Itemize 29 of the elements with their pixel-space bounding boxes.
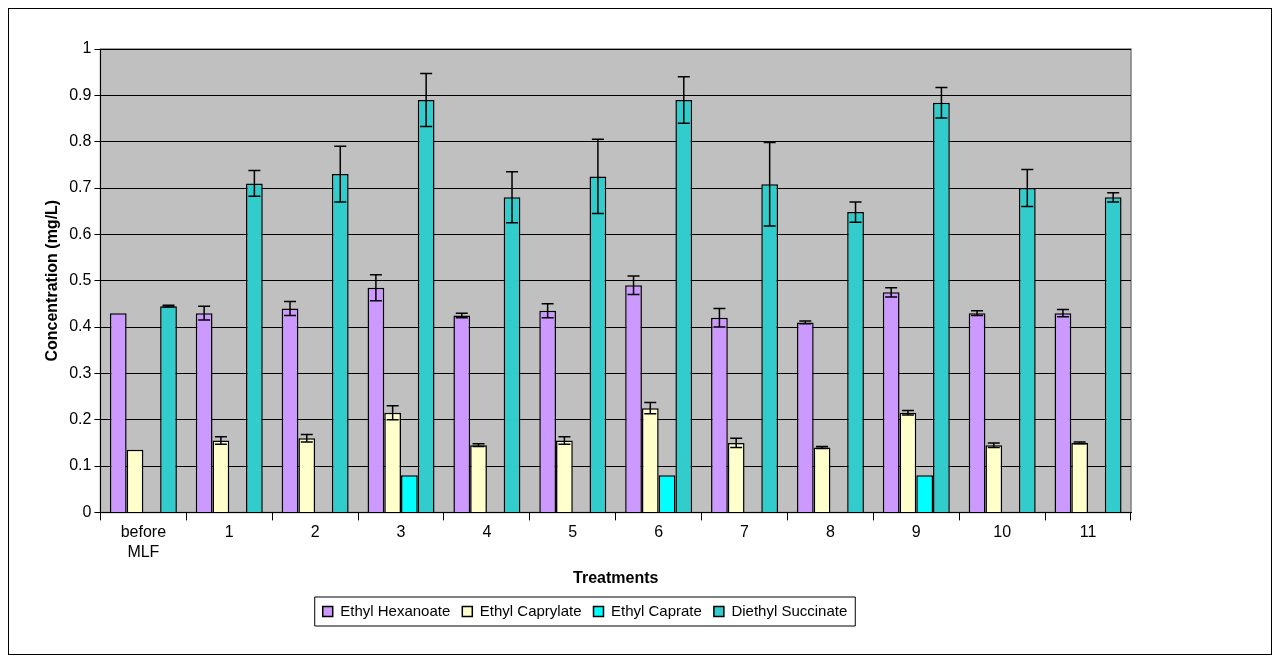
x-tick-label: 10 xyxy=(993,523,1012,541)
legend-label: Ethyl Hexanoate xyxy=(340,601,451,619)
x-tick-label: 2 xyxy=(310,523,320,541)
y-axis-title: Concentration (mg/L) xyxy=(43,199,61,362)
y-tick-label: 0.7 xyxy=(69,178,92,196)
y-tick-label: 0.6 xyxy=(69,224,92,242)
legend-label: Ethyl Caprate xyxy=(611,601,702,619)
x-tick-label: 3 xyxy=(396,523,406,541)
y-tick-label: 0.2 xyxy=(69,410,92,428)
x-tick-label: 6 xyxy=(654,523,664,541)
x-axis-title: Treatments xyxy=(573,568,659,586)
legend-label: Diethyl Succinate xyxy=(731,601,848,619)
y-tick-label: 0.1 xyxy=(69,456,92,474)
x-tick-label: 11 xyxy=(1079,523,1097,541)
x-tick-label: 7 xyxy=(740,523,750,541)
x-tick-label: 8 xyxy=(825,523,835,541)
x-tick-label: 5 xyxy=(568,523,578,541)
y-tick-label: 0.4 xyxy=(69,317,92,335)
x-tick-label: 1 xyxy=(224,523,234,541)
x-tick-label: before MLF xyxy=(120,523,167,560)
y-tick-label: 0.9 xyxy=(69,85,92,103)
y-tick-label: 0.3 xyxy=(69,363,92,381)
y-tick-label: 0.5 xyxy=(69,271,92,289)
legend-label: Ethyl Caprylate xyxy=(479,601,582,619)
y-tick-label: 1 xyxy=(82,39,92,57)
y-tick-label: 0 xyxy=(82,502,92,520)
x-tick-label: 4 xyxy=(482,523,492,541)
y-tick-label: 0.8 xyxy=(69,132,92,150)
x-tick-label: 9 xyxy=(911,523,921,541)
